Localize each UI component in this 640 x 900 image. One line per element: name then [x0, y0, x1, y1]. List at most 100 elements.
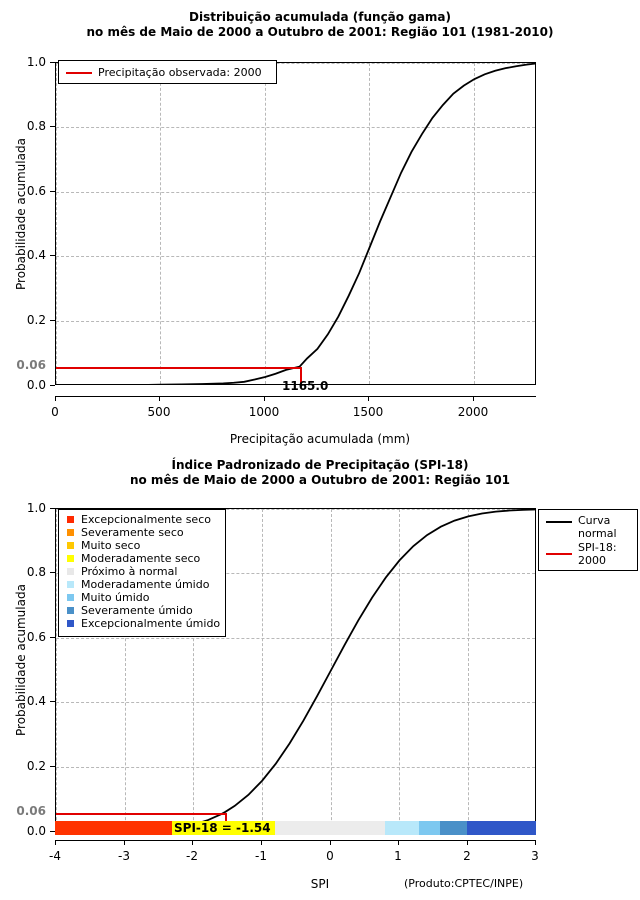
- legend-label: SPI-18: 2000: [578, 541, 637, 567]
- xtick-mark: [535, 840, 536, 845]
- xaxis-line-top: [55, 396, 536, 397]
- legend-label: Excepcionalmente seco: [81, 513, 211, 526]
- xtick-label: 0: [326, 849, 334, 863]
- ytick-label: 0.0: [10, 824, 46, 838]
- ytick-mark: [50, 191, 55, 192]
- xtick-mark: [261, 840, 262, 845]
- color-swatch-icon: [67, 542, 74, 549]
- curve-cumulative-gamma: [56, 63, 536, 385]
- ytick-mark: [50, 126, 55, 127]
- legend-label: Muito seco: [81, 539, 140, 552]
- legend-item-sev-seco: Severamente seco: [59, 526, 225, 539]
- legend-item-sev-umido: Severamente úmido: [59, 604, 225, 617]
- xtick-mark: [124, 840, 125, 845]
- legend-label: Próximo à normal: [81, 565, 177, 578]
- color-swatch-icon: [67, 581, 74, 588]
- yaxis-title-bottom: Probabilidade acumulada: [14, 584, 28, 736]
- legend-label: Moderadamente seco: [81, 552, 200, 565]
- xaxis-title-bottom: SPI: [0, 877, 640, 891]
- ytick-mark: [50, 701, 55, 702]
- chart-title-bottom-line1: Índice Padronizado de Precipitação (SPI-…: [0, 458, 640, 473]
- xtick-mark: [467, 840, 468, 845]
- legend-label: Muito úmido: [81, 591, 150, 604]
- xaxis-line-bottom: [55, 840, 536, 841]
- colorbar-segment: [385, 821, 419, 835]
- ytick-label: 0.2: [10, 759, 46, 773]
- ytick-mark: [50, 508, 55, 509]
- legend-item-curva-normal: Curva normal: [539, 514, 637, 540]
- xtick-label: 3: [531, 849, 539, 863]
- spi-horizontal-line: [56, 813, 225, 815]
- colorbar-segment: [275, 821, 385, 835]
- legend-line-icon: [66, 72, 92, 74]
- legend-label: Curva: [578, 514, 617, 527]
- ytick-mark: [50, 255, 55, 256]
- observed-precip-value-label: 1165.0: [282, 379, 328, 393]
- legend-top: Precipitação observada: 2000: [58, 60, 277, 84]
- legend-item-observed: Precipitação observada: 2000: [59, 66, 276, 79]
- ytick-label-highlight: 0.06: [6, 358, 46, 372]
- ytick-mark: [50, 766, 55, 767]
- ytick-label: 0.0: [10, 378, 46, 392]
- legend-line-icon: [546, 521, 572, 523]
- ytick-mark: [50, 572, 55, 573]
- legend-item-muito-seco: Muito seco: [59, 539, 225, 552]
- xtick-mark: [264, 396, 265, 401]
- ytick-label: 0.8: [10, 119, 46, 133]
- xtick-label: 2: [463, 849, 471, 863]
- spi-category-colorbar: [55, 821, 536, 835]
- ytick-label-highlight: 0.06: [6, 804, 46, 818]
- xtick-mark: [398, 840, 399, 845]
- colorbar-segment: [440, 821, 467, 835]
- ytick-mark: [50, 637, 55, 638]
- ytick-mark: [50, 320, 55, 321]
- legend-spi-categories: Excepcionalmente seco Severamente seco M…: [58, 509, 226, 637]
- chart-panel-spi: Índice Padronizado de Precipitação (SPI-…: [0, 450, 640, 900]
- color-swatch-icon: [67, 529, 74, 536]
- yaxis-title-top: Probabilidade acumulada: [14, 138, 28, 290]
- xtick-label: 1: [394, 849, 402, 863]
- xtick-mark: [473, 396, 474, 401]
- color-swatch-icon: [67, 568, 74, 575]
- chart-panel-cumulative-gamma: Distribuição acumulada (função gama) no …: [0, 0, 640, 450]
- legend-item-muito-umido: Muito úmido: [59, 591, 225, 604]
- plot-area-top: [55, 62, 536, 385]
- ytick-label: 0.8: [10, 565, 46, 579]
- ytick-label: 0.2: [10, 313, 46, 327]
- legend-label: Severamente úmido: [81, 604, 193, 617]
- color-swatch-icon: [67, 516, 74, 523]
- ytick-mark: [50, 62, 55, 63]
- xtick-mark: [192, 840, 193, 845]
- xtick-label: 0: [51, 405, 59, 419]
- legend-item-mod-seco: Moderadamente seco: [59, 552, 225, 565]
- colorbar-segment: [467, 821, 536, 835]
- credit-label: (Produto:CPTEC/INPE): [404, 877, 523, 890]
- xtick-label: -3: [118, 849, 130, 863]
- legend-line-icon: [546, 553, 572, 555]
- color-swatch-icon: [67, 594, 74, 601]
- xtick-mark: [55, 840, 56, 845]
- chart-title-bottom: Índice Padronizado de Precipitação (SPI-…: [0, 458, 640, 488]
- legend-label: Severamente seco: [81, 526, 184, 539]
- observed-precip-horizontal-line: [56, 367, 300, 369]
- chart-title-bottom-line2: no mês de Maio de 2000 a Outubro de 2001…: [0, 473, 640, 488]
- color-swatch-icon: [67, 607, 74, 614]
- xtick-mark: [159, 396, 160, 401]
- spi-value-label: SPI-18 = -1.54: [172, 821, 273, 835]
- colorbar-segment: [419, 821, 440, 835]
- legend-item-mod-umido: Moderadamente úmido: [59, 578, 225, 591]
- ytick-mark: [50, 385, 55, 386]
- legend-item-exc-umido: Excepcionalmente úmido: [59, 617, 225, 630]
- chart-title-top: Distribuição acumulada (função gama) no …: [0, 10, 640, 40]
- xtick-mark: [330, 840, 331, 845]
- xtick-label: -2: [186, 849, 198, 863]
- legend-label: Precipitação observada: 2000: [98, 66, 262, 79]
- xtick-label: -4: [49, 849, 61, 863]
- xtick-label: 500: [148, 405, 171, 419]
- legend-label: Moderadamente úmido: [81, 578, 209, 591]
- chart-title-top-line2: no mês de Maio de 2000 a Outubro de 2001…: [0, 25, 640, 40]
- ytick-label: 1.0: [10, 55, 46, 69]
- legend-item-exc-seco: Excepcionalmente seco: [59, 513, 225, 526]
- ytick-label: 1.0: [10, 501, 46, 515]
- xtick-label: 1500: [353, 405, 384, 419]
